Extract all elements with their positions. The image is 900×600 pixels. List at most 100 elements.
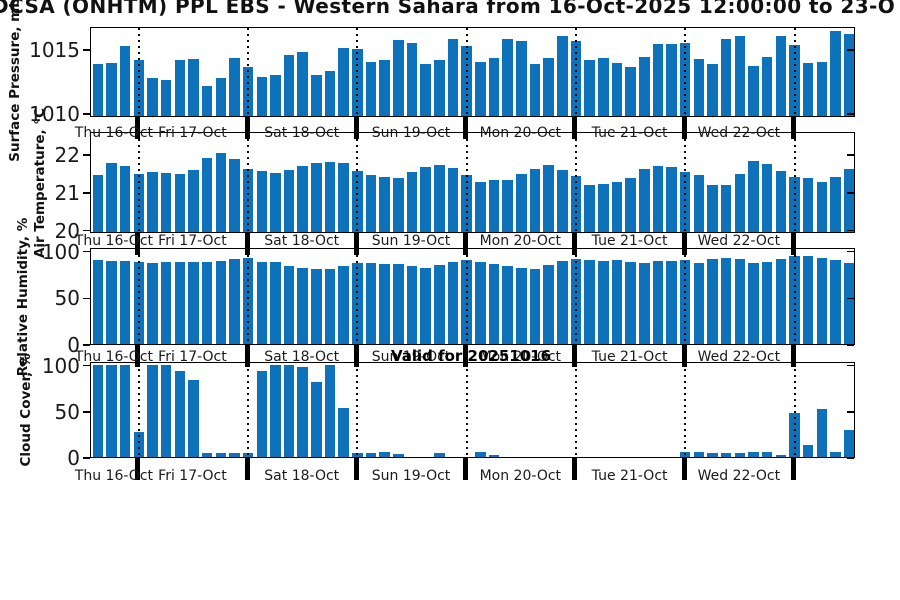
bar	[256, 77, 267, 116]
chart-title: DCSA (ONHTM) PPL EBS - Western Sahara fr…	[0, 0, 896, 18]
day-label: Wed 22-Oct	[697, 125, 781, 141]
bar	[270, 74, 281, 116]
y-tick-mark-left	[83, 192, 90, 194]
day-separator	[463, 233, 469, 255]
bar	[434, 264, 445, 344]
y-tick-label: 0	[67, 446, 80, 470]
y-tick-mark-right	[847, 192, 854, 194]
bar	[598, 183, 609, 232]
bar	[529, 269, 541, 344]
bar	[611, 63, 623, 116]
day-gridline	[137, 249, 140, 344]
y-tick-mark-right	[847, 154, 854, 156]
bar	[475, 181, 486, 232]
bar	[147, 78, 158, 116]
bar	[775, 36, 787, 116]
day-gridline	[465, 363, 468, 457]
bar	[652, 43, 664, 116]
bar	[720, 38, 732, 116]
day-gridline	[793, 249, 796, 344]
bar	[748, 452, 759, 457]
bar	[365, 174, 377, 232]
bar	[843, 262, 855, 344]
bar	[174, 60, 186, 116]
bar	[147, 262, 158, 344]
bar	[557, 261, 568, 344]
bar	[393, 177, 404, 232]
bar	[639, 56, 650, 116]
bar	[379, 263, 390, 344]
bar	[488, 180, 500, 232]
bar	[201, 453, 213, 457]
y-tick-mark-right	[847, 49, 854, 51]
y-tick-mark-right	[847, 411, 854, 413]
day-separator	[353, 345, 359, 367]
bar	[283, 265, 295, 344]
bar	[311, 163, 322, 232]
bar	[283, 55, 295, 116]
bar	[160, 261, 172, 344]
bar	[502, 265, 513, 344]
bar	[734, 36, 746, 116]
bar	[393, 454, 404, 457]
bar	[119, 46, 131, 116]
bar	[201, 158, 213, 232]
bar	[720, 185, 732, 232]
bar	[229, 159, 240, 232]
bar	[502, 179, 513, 232]
day-gridline	[574, 363, 577, 457]
bar	[488, 455, 500, 457]
bar	[420, 64, 431, 116]
bar	[557, 169, 568, 232]
y-tick-mark-right	[847, 297, 854, 300]
bar	[215, 261, 227, 344]
bar	[475, 61, 486, 116]
bar	[761, 56, 773, 116]
bar	[611, 260, 623, 344]
bar	[584, 260, 595, 344]
day-separator	[572, 233, 578, 255]
bar	[297, 51, 308, 116]
bar	[734, 173, 746, 232]
bar	[584, 184, 595, 232]
day-separator	[572, 345, 578, 367]
y-tick-label: 1010	[29, 101, 80, 126]
day-gridline	[574, 133, 577, 232]
bar	[188, 59, 199, 116]
bar	[256, 170, 267, 232]
bar	[516, 41, 527, 116]
plot-area-cloud-cover	[90, 362, 855, 458]
bar	[475, 452, 486, 457]
day-separator	[135, 117, 141, 139]
bar	[843, 430, 855, 457]
bar	[488, 57, 500, 116]
bar	[693, 262, 705, 344]
bar	[338, 163, 349, 232]
bar	[652, 165, 664, 232]
bar	[707, 185, 718, 232]
bar	[270, 261, 281, 344]
bar	[802, 178, 814, 232]
bar	[761, 163, 773, 232]
valid-for-stamp: Valid for 20251016	[390, 347, 552, 365]
bar	[775, 170, 787, 232]
bar	[516, 268, 527, 344]
y-tick-mark-right	[847, 229, 854, 232]
day-gridline	[356, 133, 359, 232]
bar	[816, 61, 828, 116]
bar	[283, 364, 295, 457]
bar	[761, 452, 773, 457]
bar	[420, 267, 431, 344]
bar	[160, 79, 172, 116]
bar	[802, 63, 814, 116]
bar	[529, 64, 541, 116]
bar	[625, 66, 636, 116]
day-separator	[791, 117, 797, 139]
day-label: Tue 21-Oct	[591, 468, 668, 484]
day-label: Wed 22-Oct	[697, 349, 781, 365]
bar	[174, 371, 186, 457]
bar	[693, 452, 705, 457]
bar	[160, 364, 172, 457]
bar	[324, 162, 336, 232]
